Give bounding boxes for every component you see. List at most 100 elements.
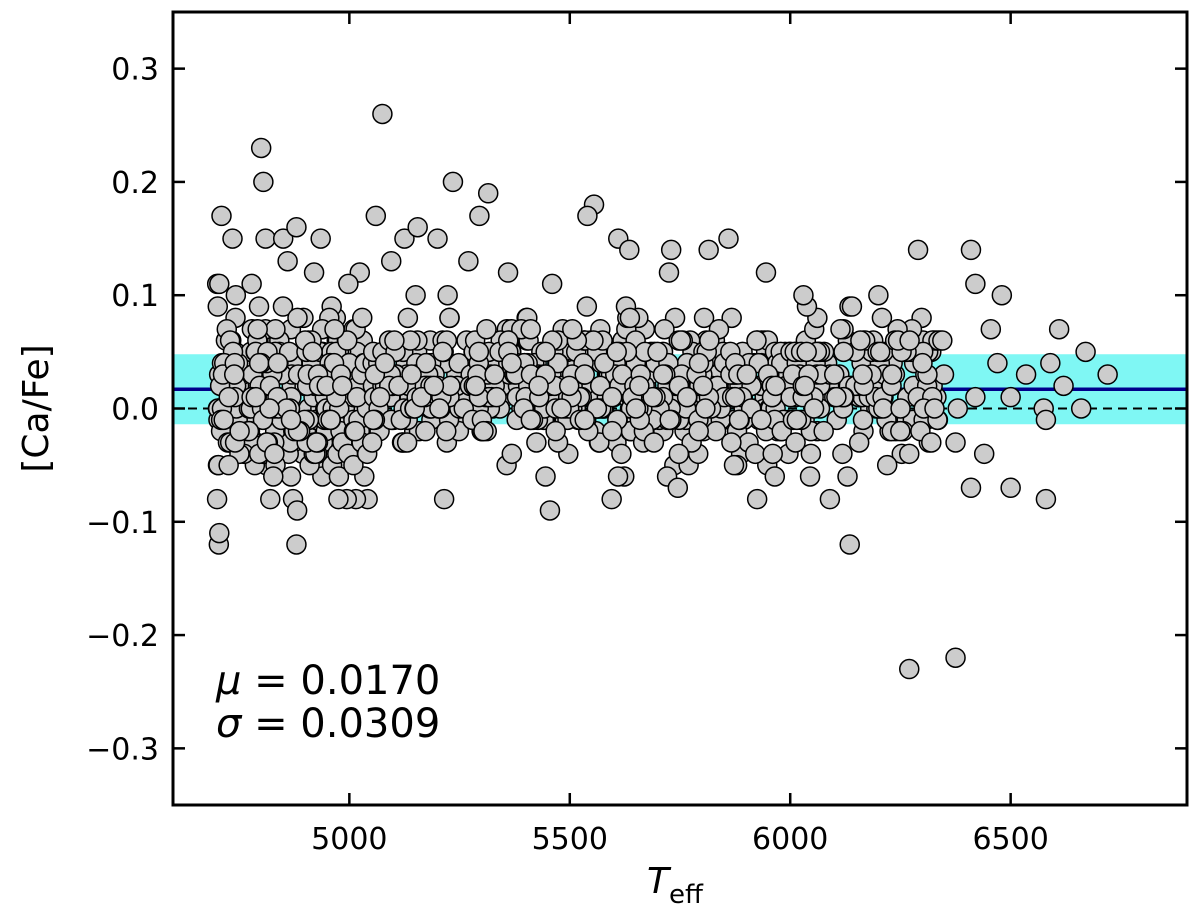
data-point bbox=[871, 307, 893, 329]
data-point bbox=[388, 375, 409, 397]
data-point bbox=[932, 330, 953, 351]
plot-area bbox=[173, 103, 1187, 680]
data-point bbox=[265, 318, 286, 340]
data-point bbox=[945, 432, 966, 453]
data-point bbox=[899, 658, 920, 680]
data-point bbox=[676, 386, 698, 408]
data-point bbox=[343, 454, 364, 476]
data-point bbox=[1040, 352, 1061, 374]
data-point bbox=[698, 239, 719, 261]
data-point bbox=[222, 228, 243, 249]
data-point bbox=[310, 228, 331, 249]
data-point bbox=[436, 420, 457, 442]
data-point bbox=[302, 341, 323, 363]
x-axis-label-subscript: eff bbox=[669, 880, 704, 910]
data-point bbox=[423, 375, 445, 397]
data-point bbox=[415, 420, 436, 442]
data-point bbox=[619, 307, 641, 329]
data-point bbox=[207, 296, 229, 317]
data-point bbox=[647, 341, 668, 363]
data-point bbox=[659, 409, 680, 431]
data-point bbox=[384, 330, 405, 351]
data-point bbox=[545, 420, 566, 442]
data-point bbox=[520, 409, 542, 431]
data-point bbox=[241, 273, 262, 295]
data-point bbox=[338, 273, 359, 295]
data-point bbox=[785, 432, 806, 453]
data-point bbox=[625, 398, 647, 419]
data-point bbox=[1000, 386, 1021, 408]
data-point bbox=[501, 352, 522, 374]
data-point bbox=[660, 239, 682, 261]
data-point bbox=[606, 341, 627, 363]
data-point bbox=[539, 500, 561, 521]
data-point bbox=[921, 432, 942, 453]
data-point bbox=[397, 307, 419, 329]
data-point bbox=[667, 477, 689, 499]
y-tick-label: 0.0 bbox=[111, 393, 159, 428]
mean-annotation: μ = 0.0170 bbox=[215, 658, 440, 704]
data-point bbox=[528, 375, 549, 397]
data-point bbox=[718, 228, 739, 249]
mean-value: = 0.0170 bbox=[241, 658, 440, 704]
y-tick-label: −0.1 bbox=[86, 506, 159, 541]
data-point bbox=[223, 364, 245, 385]
data-point bbox=[1000, 477, 1021, 499]
data-point bbox=[526, 432, 547, 453]
data-point bbox=[724, 386, 746, 408]
data-point bbox=[429, 398, 450, 419]
data-point bbox=[574, 364, 595, 385]
data-point bbox=[794, 375, 816, 397]
data-point bbox=[362, 409, 384, 431]
sigma-value: = 0.0309 bbox=[241, 701, 440, 747]
data-point bbox=[890, 420, 911, 442]
data-point bbox=[786, 409, 808, 431]
data-point bbox=[751, 409, 772, 431]
data-point bbox=[1015, 364, 1037, 385]
data-point bbox=[899, 330, 920, 351]
data-point bbox=[692, 375, 714, 397]
data-point bbox=[1048, 318, 1070, 340]
data-point bbox=[442, 171, 464, 193]
data-point bbox=[796, 341, 817, 363]
data-point bbox=[306, 432, 327, 453]
data-point bbox=[850, 330, 871, 351]
data-point bbox=[427, 228, 448, 249]
y-axis-label: [Ca/Fe] bbox=[16, 344, 57, 472]
data-point bbox=[213, 409, 234, 431]
y-tick-label: 0.3 bbox=[111, 53, 159, 88]
data-point bbox=[1070, 398, 1092, 419]
data-point bbox=[736, 364, 758, 385]
x-axis-label-main: T bbox=[647, 861, 672, 902]
data-point bbox=[577, 205, 598, 227]
data-point bbox=[259, 398, 280, 419]
data-point bbox=[551, 398, 572, 419]
data-point bbox=[869, 341, 891, 363]
data-point bbox=[324, 318, 345, 340]
data-point bbox=[497, 262, 519, 283]
data-point bbox=[924, 398, 945, 419]
data-point bbox=[826, 386, 847, 408]
data-point bbox=[852, 364, 873, 385]
data-point bbox=[263, 466, 284, 487]
data-point bbox=[344, 420, 366, 442]
data-point bbox=[765, 375, 786, 397]
data-point bbox=[987, 352, 1008, 374]
data-point bbox=[486, 386, 507, 408]
data-point bbox=[484, 364, 505, 385]
data-point bbox=[764, 466, 786, 487]
x-axis-label: Teff bbox=[647, 861, 704, 910]
mean-symbol: μ bbox=[215, 658, 241, 704]
data-point bbox=[247, 318, 268, 340]
data-point bbox=[303, 262, 325, 283]
data-point bbox=[250, 137, 272, 159]
data-point bbox=[721, 432, 742, 453]
data-point bbox=[601, 488, 622, 510]
data-point bbox=[839, 534, 860, 555]
data-point bbox=[819, 488, 841, 510]
data-point bbox=[907, 239, 929, 261]
data-point bbox=[723, 454, 745, 476]
data-point bbox=[272, 228, 294, 249]
data-point bbox=[960, 477, 982, 499]
